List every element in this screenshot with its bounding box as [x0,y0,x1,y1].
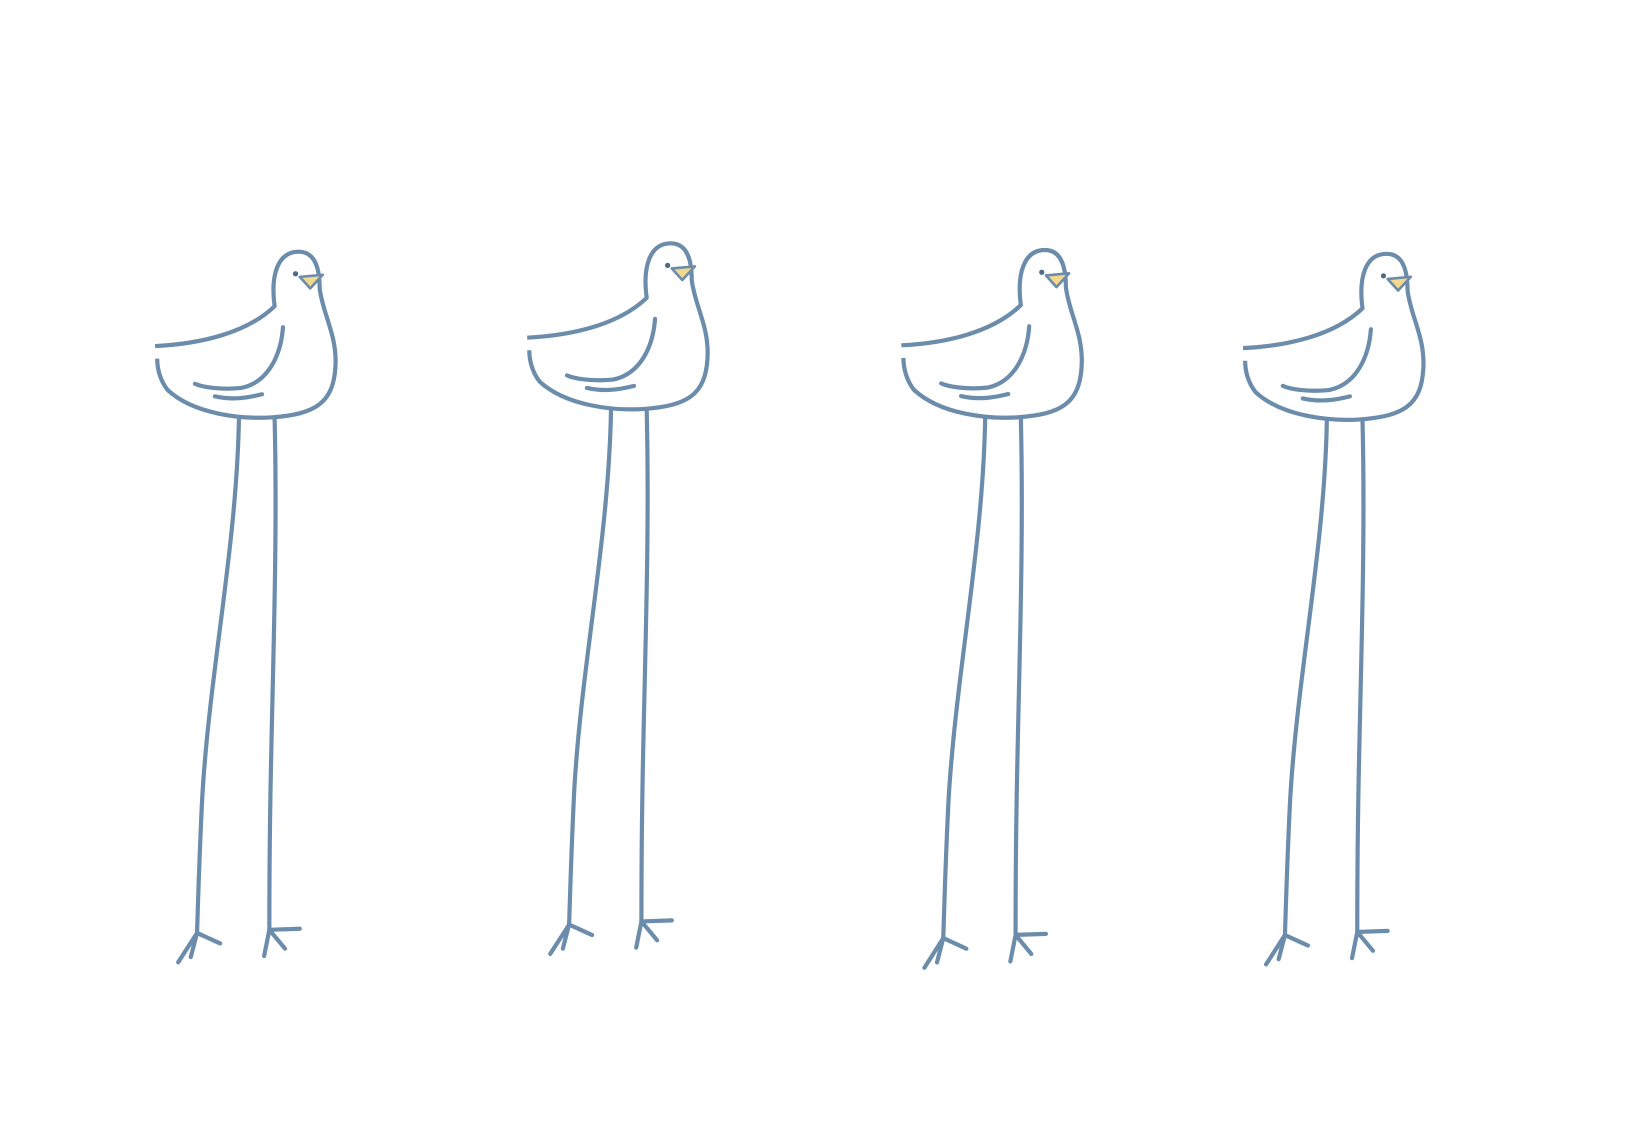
bird [1243,254,1423,965]
bird [901,250,1081,968]
bird [155,252,335,963]
bird [527,243,707,954]
